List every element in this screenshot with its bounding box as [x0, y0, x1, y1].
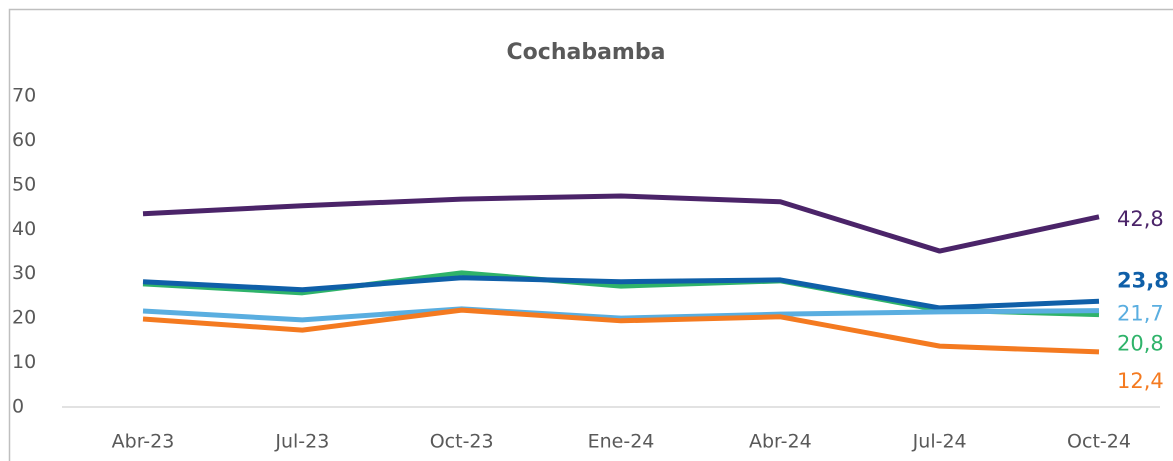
series-line: [142, 275, 1100, 311]
y-tick-label: 60: [12, 129, 36, 151]
data-label: 20,8: [1117, 332, 1164, 356]
y-tick-label: 70: [12, 85, 36, 107]
series-line: [142, 306, 1100, 323]
series-line: [142, 307, 1100, 355]
y-tick-label: 30: [12, 262, 36, 284]
y-tick-label: 0: [12, 396, 24, 418]
x-tick-label: Abr-24: [749, 431, 812, 453]
chart-title: Cochabamba: [507, 40, 666, 65]
x-tick-label: Jul-24: [912, 431, 967, 453]
y-tick-label: 10: [12, 351, 36, 373]
data-label: 23,8: [1117, 268, 1169, 292]
x-tick-label: Abr-23: [112, 431, 175, 453]
y-tick-label: 50: [12, 173, 36, 195]
y-tick-label: 20: [12, 307, 36, 329]
chart-frame: [8, 8, 1173, 461]
data-label: 21,7: [1117, 302, 1164, 326]
x-tick-label: Ene-24: [588, 431, 655, 453]
y-tick-label: 40: [12, 218, 36, 240]
x-tick-label: Oct-24: [1067, 431, 1131, 453]
x-tick-label: Oct-23: [430, 431, 494, 453]
series-line: [142, 193, 1100, 254]
data-label: 42,8: [1117, 207, 1164, 231]
x-tick-label: Jul-23: [274, 431, 329, 453]
data-label: 12,4: [1117, 369, 1164, 393]
